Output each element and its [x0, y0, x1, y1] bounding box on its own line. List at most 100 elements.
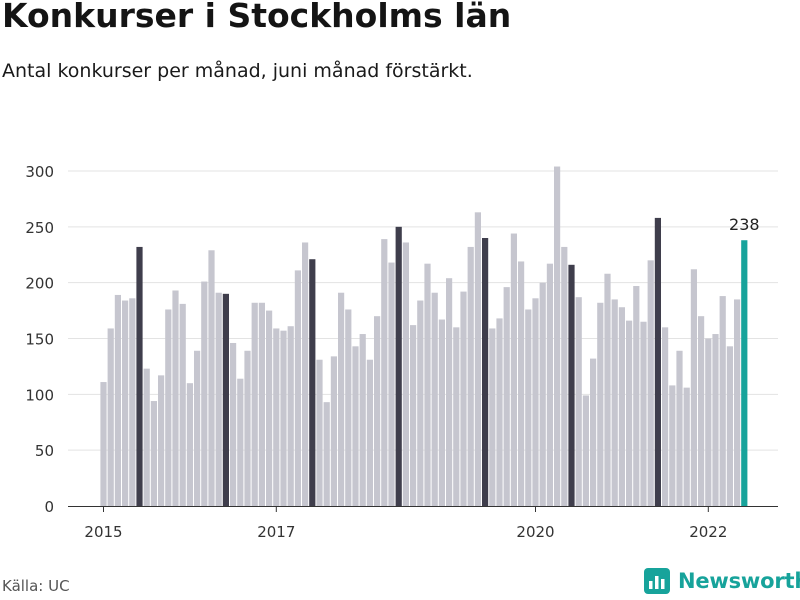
bar [654, 217, 661, 506]
bar [467, 246, 474, 506]
bar [575, 297, 582, 506]
bar [280, 330, 287, 506]
bar [129, 298, 136, 506]
bar [302, 242, 309, 506]
bar [395, 226, 402, 506]
bar [273, 328, 280, 506]
bar [186, 383, 193, 506]
bar [590, 358, 597, 506]
bar [662, 327, 669, 506]
bar [194, 350, 201, 506]
bar [518, 261, 525, 506]
bar [381, 239, 388, 506]
bar [561, 246, 568, 506]
bar [309, 259, 316, 506]
y-tick-label: 150 [25, 331, 54, 349]
bar [647, 260, 654, 506]
bar [741, 240, 748, 507]
y-tick-label: 250 [25, 219, 54, 237]
bar [712, 334, 719, 506]
bar [388, 262, 395, 506]
bar [230, 342, 237, 506]
bar [424, 263, 431, 506]
x-tick-label: 2017 [257, 523, 295, 541]
x-tick-label: 2015 [84, 523, 122, 541]
bar [431, 292, 438, 506]
y-tick-label: 0 [44, 498, 54, 516]
bar [114, 294, 121, 506]
x-tick-label: 2020 [516, 523, 554, 541]
bar [165, 309, 172, 506]
bar [726, 346, 733, 506]
bar [446, 278, 453, 506]
bar [474, 212, 481, 506]
bar [100, 382, 107, 506]
y-tick-label: 300 [25, 163, 54, 181]
bar [683, 387, 690, 506]
bar [597, 302, 604, 506]
bar [525, 309, 532, 506]
bar [640, 321, 647, 506]
bar [582, 395, 589, 506]
bar [172, 290, 179, 506]
bar [438, 319, 445, 506]
brand[interactable]: Newsworthy [644, 568, 800, 594]
bar [330, 356, 337, 506]
bar [266, 310, 273, 506]
bar [626, 320, 633, 506]
bar [532, 298, 539, 506]
bar [215, 292, 222, 506]
bar [352, 346, 359, 506]
bar [734, 299, 741, 506]
bar [618, 307, 625, 506]
bar [158, 375, 165, 506]
bar [287, 326, 294, 506]
bar [258, 302, 265, 506]
bar [546, 263, 553, 506]
bar [554, 166, 561, 506]
bar [611, 299, 618, 506]
bar [705, 338, 712, 506]
bar [698, 316, 705, 506]
bar [690, 269, 697, 506]
bar [719, 296, 726, 506]
y-tick-label: 100 [25, 386, 54, 404]
bar [568, 264, 575, 506]
source-note: Källa: UC [2, 577, 70, 595]
y-tick-label: 200 [25, 275, 54, 293]
bar [359, 334, 366, 506]
bar [179, 303, 186, 506]
bar [669, 385, 676, 506]
bar [244, 350, 251, 506]
bar [489, 328, 496, 506]
bar [366, 359, 373, 506]
bar [503, 287, 510, 506]
bar [122, 300, 129, 506]
bar [410, 325, 417, 506]
bar [482, 238, 489, 506]
data-label: 238 [729, 215, 760, 234]
bar [150, 401, 157, 506]
y-tick-label: 50 [35, 442, 54, 460]
bar [417, 300, 424, 506]
bar [136, 246, 143, 506]
bar [208, 250, 215, 506]
bar [453, 327, 460, 506]
bar [316, 359, 323, 506]
bar [460, 291, 467, 506]
brand-name: Newsworthy [678, 569, 800, 593]
bar [107, 328, 114, 506]
bar [510, 233, 517, 506]
bar [402, 242, 409, 506]
bar [374, 316, 381, 506]
bar [633, 286, 640, 506]
x-tick-label: 2022 [689, 523, 727, 541]
bar [604, 273, 611, 506]
bar [251, 302, 258, 506]
bar [539, 282, 546, 506]
newsworthy-logo-icon [644, 568, 670, 594]
bar [222, 293, 229, 506]
bar [143, 368, 150, 506]
bar [323, 402, 330, 506]
